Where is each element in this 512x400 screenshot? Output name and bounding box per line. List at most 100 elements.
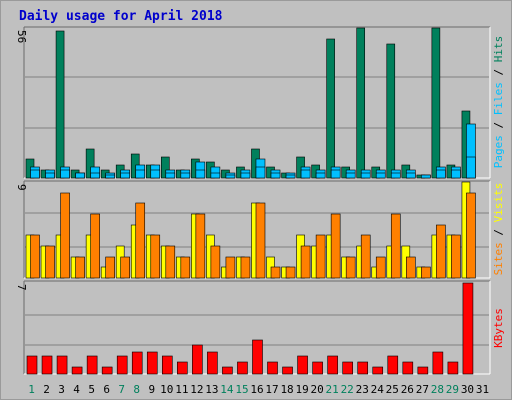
bar-pages-day-15 — [240, 172, 251, 179]
day-label-21: 21 — [326, 383, 339, 396]
bar-kbytes-day-26 — [402, 361, 414, 375]
bar-sites-day-23 — [360, 234, 371, 279]
bar-kbytes-day-9 — [146, 351, 158, 375]
day-label-29: 29 — [446, 383, 459, 396]
day-label-25: 25 — [386, 383, 399, 396]
bar-kbytes-day-28 — [432, 351, 444, 375]
bar-sites-day-4 — [75, 256, 85, 279]
bar-sites-day-27 — [421, 266, 431, 279]
bar-hits-day-28 — [431, 27, 441, 179]
bar-sites-day-15 — [240, 256, 251, 279]
bar-sites-day-3 — [60, 192, 70, 279]
day-label-1: 1 — [28, 383, 35, 396]
bar-hits-day-23 — [356, 27, 366, 179]
bar-pages-day-11 — [180, 172, 191, 179]
bar-pages-day-2 — [45, 172, 55, 179]
bar-kbytes-day-6 — [101, 366, 113, 375]
bar-kbytes-day-7 — [116, 355, 128, 375]
bar-sites-day-25 — [390, 213, 401, 279]
day-label-15: 15 — [235, 383, 248, 396]
day-label-9: 9 — [148, 383, 155, 396]
day-label-30: 30 — [461, 383, 474, 396]
day-label-8: 8 — [133, 383, 140, 396]
bar-kbytes-day-18 — [282, 366, 293, 375]
bar-kbytes-day-15 — [237, 361, 248, 375]
bar-hits-day-3 — [55, 30, 65, 179]
bar-pages-day-17 — [270, 172, 281, 179]
bar-sites-day-8 — [135, 202, 146, 279]
day-label-31: 31 — [476, 383, 489, 396]
bar-hits-day-21 — [326, 38, 335, 179]
bar-hits-day-10 — [160, 156, 170, 179]
bar-sites-day-30 — [466, 192, 476, 279]
bar-pages-day-18 — [285, 174, 296, 179]
bar-kbytes-day-12 — [192, 344, 203, 375]
bar-kbytes-day-17 — [267, 361, 278, 375]
bar-sites-day-11 — [180, 256, 191, 279]
y-max-label-panel-2: 7 — [15, 284, 28, 291]
bar-pages-day-14 — [225, 174, 236, 179]
chart-title: Daily usage for April 2018 — [19, 9, 223, 24]
bar-pages-day-16 — [255, 166, 266, 179]
day-label-14: 14 — [220, 383, 234, 396]
bar-sites-day-9 — [150, 234, 161, 279]
bar-sites-day-17 — [270, 266, 281, 279]
bar-kbytes-day-4 — [71, 366, 83, 375]
bar-sites-day-10 — [165, 245, 176, 279]
day-label-7: 7 — [118, 383, 125, 396]
bar-pages-day-8 — [135, 169, 146, 179]
day-label-19: 19 — [295, 383, 308, 396]
bar-kbytes-day-16 — [252, 339, 263, 375]
bar-sites-day-13 — [210, 245, 221, 279]
bar-kbytes-day-14 — [222, 366, 233, 375]
bar-kbytes-day-25 — [387, 355, 399, 375]
bar-pages-day-25 — [390, 172, 401, 179]
bar-sites-day-5 — [90, 213, 100, 279]
legend-panel-0: Pages / Files / Hits — [492, 36, 505, 169]
bar-kbytes-day-30 — [462, 282, 474, 375]
bar-kbytes-day-23 — [357, 361, 369, 375]
day-label-6: 6 — [103, 383, 110, 396]
bar-sites-day-12 — [195, 213, 206, 279]
legend-files: Files — [492, 82, 505, 115]
legend-visits: Visits — [492, 183, 505, 223]
bar-sites-day-24 — [375, 256, 386, 279]
bar-kbytes-day-29 — [447, 361, 459, 375]
day-label-13: 13 — [205, 383, 218, 396]
bar-pages-day-21 — [330, 169, 341, 179]
bar-sites-day-29 — [451, 234, 461, 279]
bar-kbytes-day-11 — [177, 361, 188, 375]
y-max-label-panel-1: 9 — [15, 184, 28, 191]
bar-pages-day-26 — [406, 172, 416, 179]
legend-sites: Sites — [492, 242, 505, 275]
bar-kbytes-day-21 — [327, 355, 338, 375]
bar-pages-day-28 — [436, 169, 446, 179]
bar-pages-day-12 — [195, 169, 206, 179]
bar-pages-day-10 — [165, 172, 176, 179]
bar-kbytes-day-19 — [297, 355, 308, 375]
bar-pages-day-27 — [421, 174, 431, 179]
bar-sites-day-28 — [436, 224, 446, 279]
legend-kbytes: KBytes — [492, 308, 505, 348]
bar-hits-day-25 — [386, 43, 396, 179]
bar-sites-day-14 — [225, 256, 236, 279]
bar-kbytes-day-5 — [86, 355, 98, 375]
bar-kbytes-day-3 — [56, 355, 68, 375]
bar-hits-day-5 — [85, 148, 95, 179]
bar-sites-day-22 — [345, 256, 356, 279]
bar-pages-day-19 — [300, 169, 311, 179]
bar-pages-day-9 — [150, 169, 161, 179]
bar-pages-day-1 — [30, 169, 40, 179]
bar-pages-day-20 — [315, 172, 326, 179]
bar-sites-day-1 — [30, 234, 40, 279]
legend-hits: Hits — [492, 36, 505, 63]
bar-sites-day-7 — [120, 256, 130, 279]
bar-pages-day-4 — [75, 172, 85, 179]
day-label-2: 2 — [43, 383, 50, 396]
bar-sites-day-21 — [330, 213, 341, 279]
bar-sites-day-18 — [285, 266, 296, 279]
bar-kbytes-day-1 — [26, 355, 38, 375]
bar-kbytes-day-2 — [41, 355, 53, 375]
bar-sites-day-6 — [105, 256, 115, 279]
bar-pages-day-3 — [60, 169, 70, 179]
